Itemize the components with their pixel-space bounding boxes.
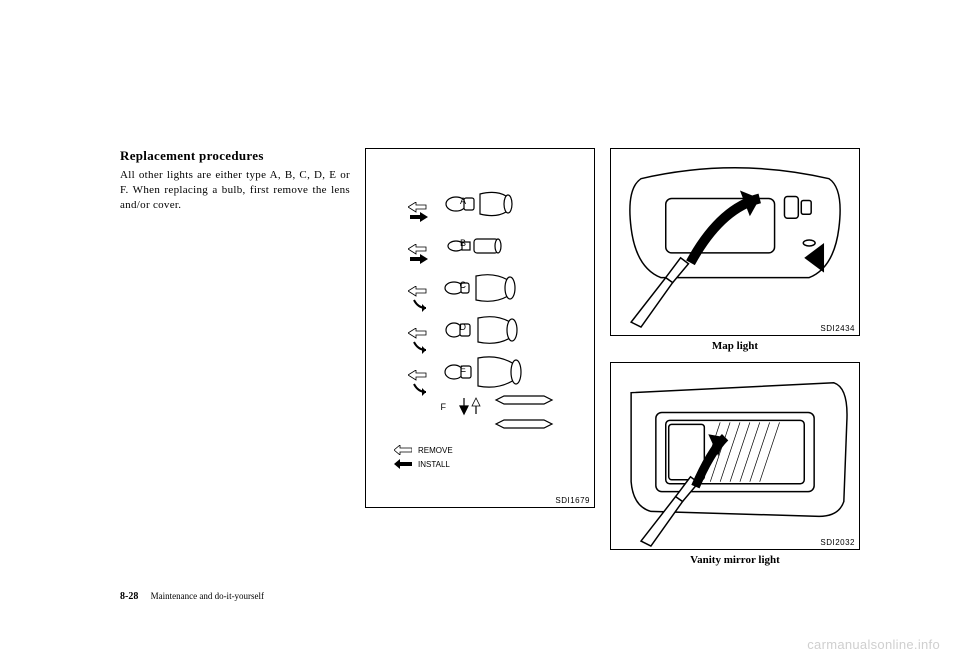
arrow-pair-icon [408, 328, 434, 354]
arrow-pair-icon [408, 202, 434, 222]
arrow-pair-icon [408, 286, 434, 312]
legend-remove: REMOVE [394, 445, 453, 455]
page-footer: 8-28 Maintenance and do-it-yourself [120, 591, 264, 602]
legend-install-label: INSTALL [418, 460, 450, 469]
figure-bulb-types: A B [365, 148, 595, 508]
legend: REMOVE INSTALL [394, 445, 453, 473]
bulb-label: E [460, 364, 466, 374]
bulb-label: C [460, 280, 467, 290]
map-light-illustration [611, 149, 859, 335]
figure-code: SDI2032 [820, 538, 855, 547]
bulb-label: A [460, 196, 466, 206]
caption-vanity-mirror: Vanity mirror light [610, 554, 860, 566]
bulb-d-icon [436, 310, 526, 350]
arrow-outline-icon [394, 445, 412, 455]
bulb-f-icon [456, 394, 566, 444]
page-number: 8-28 [120, 591, 138, 602]
arrow-pair-icon [408, 244, 434, 264]
footer-section: Maintenance and do-it-yourself [151, 591, 264, 601]
bulb-a-icon [436, 184, 526, 224]
bulb-e-icon [436, 352, 526, 392]
figure-vanity-mirror: SDI2032 [610, 362, 860, 550]
left-column: Replacement procedures All other lights … [120, 148, 350, 213]
bulb-label: F [441, 402, 447, 412]
legend-install: INSTALL [394, 459, 453, 469]
watermark: carmanualsonline.info [807, 637, 940, 652]
bulb-label: D [460, 322, 467, 332]
vanity-mirror-illustration [611, 363, 859, 549]
page-content: Replacement procedures All other lights … [120, 148, 860, 598]
figure-code: SDI1679 [555, 496, 590, 505]
arrow-pair-icon [408, 370, 434, 396]
arrow-solid-icon [394, 459, 412, 469]
figure-map-light: SDI2434 [610, 148, 860, 336]
bulb-c-icon [436, 268, 526, 308]
body-paragraph: All other lights are either type A, B, C… [120, 168, 350, 213]
bulb-b-icon [436, 226, 526, 266]
legend-remove-label: REMOVE [418, 446, 453, 455]
figure-code: SDI2434 [820, 324, 855, 333]
caption-map-light: Map light [610, 340, 860, 352]
section-heading: Replacement procedures [120, 148, 350, 164]
bulb-label: B [460, 238, 466, 248]
